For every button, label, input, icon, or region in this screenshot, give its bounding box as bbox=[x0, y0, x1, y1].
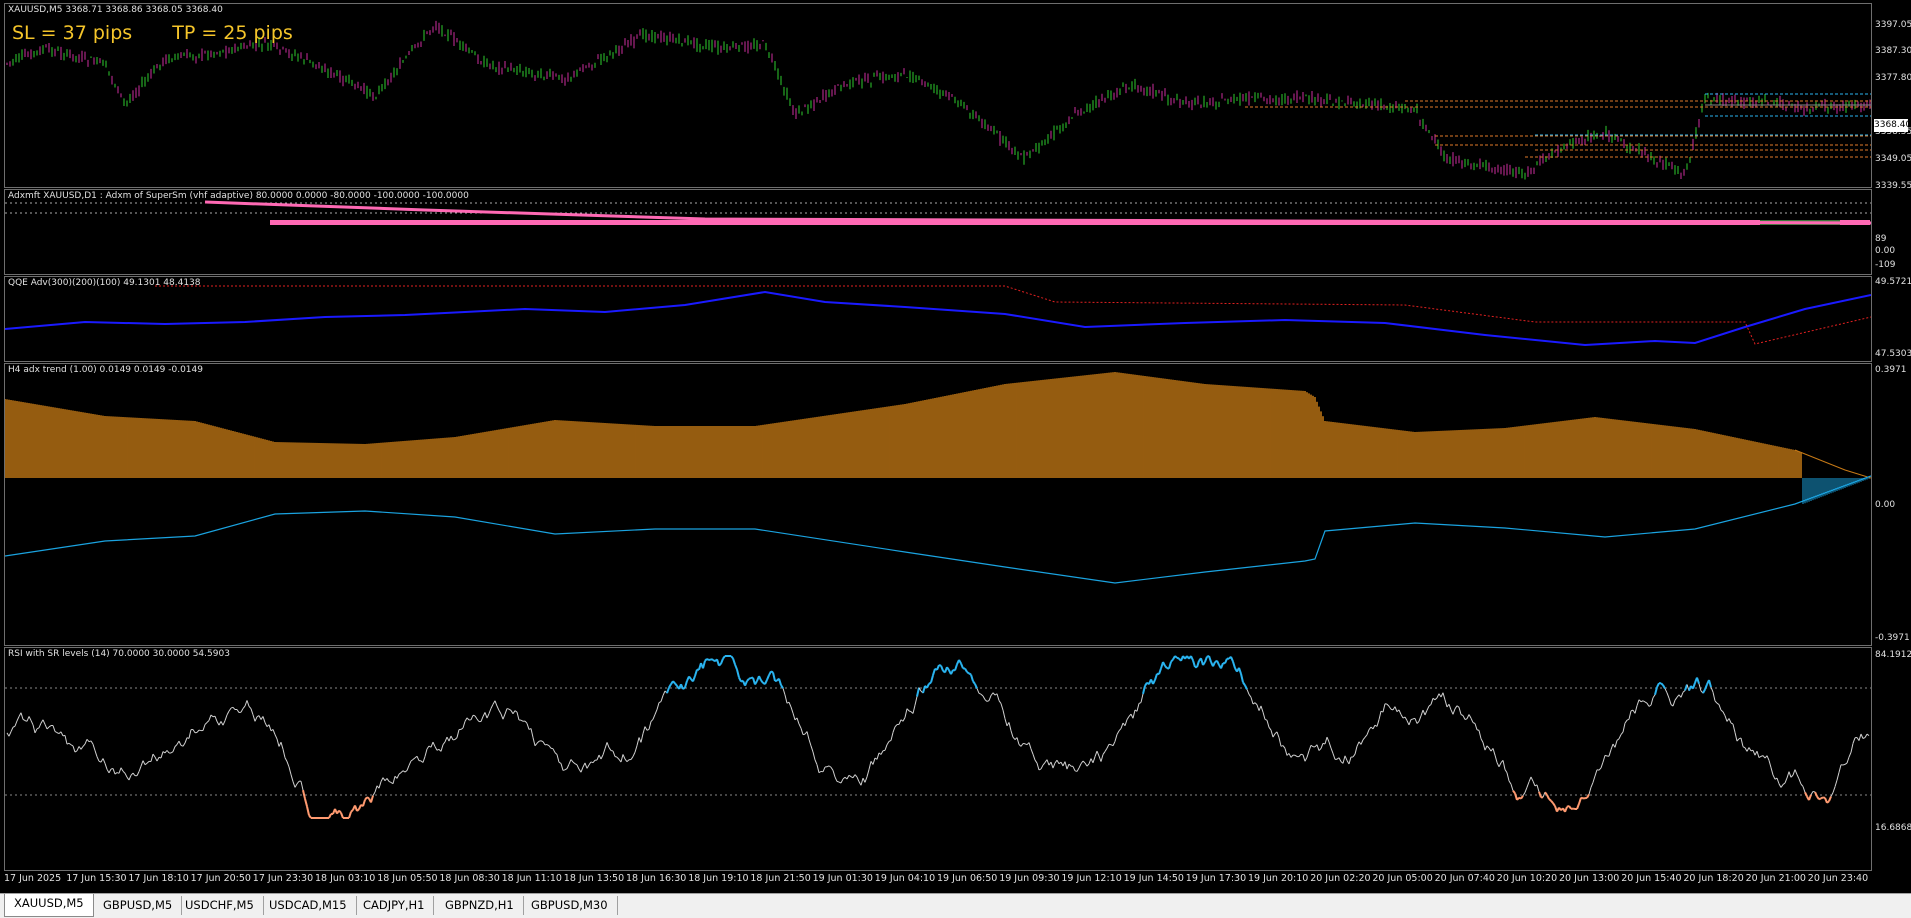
h4-adx-plot bbox=[5, 364, 1872, 646]
qqe-title: QQE Adv(300)(200)(100) 49.1301 48.4138 bbox=[8, 278, 201, 288]
time-tick: 19 Jun 17:30 bbox=[1186, 873, 1246, 884]
rsi-title: RSI with SR levels (14) 70.0000 30.0000 … bbox=[8, 649, 230, 659]
sl-label: SL = 37 pips bbox=[12, 22, 132, 44]
chart-tab[interactable]: GBPUSD,M5 bbox=[94, 896, 182, 915]
h4-level: -0.3971 bbox=[1875, 633, 1910, 643]
price-tick: 3377.80 bbox=[1875, 73, 1911, 83]
current-price-badge: 3368.40 bbox=[1874, 119, 1908, 132]
chart-tab[interactable]: GBPNZD,H1 bbox=[436, 896, 524, 915]
adx-mirror-line bbox=[5, 476, 1871, 583]
chart-tab[interactable]: USDCHF,M5 bbox=[176, 896, 264, 915]
time-tick: 18 Jun 11:10 bbox=[502, 873, 562, 884]
sl-tp-label: SL = 37 pips TP = 25 pips bbox=[12, 22, 327, 44]
adxm-pane[interactable]: Adxmft XAUUSD,D1 : Adxm of SuperSm (vhf … bbox=[4, 189, 1872, 275]
adxm-level: -109 bbox=[1875, 260, 1895, 270]
qqe-level: 47.5303 bbox=[1875, 349, 1911, 359]
time-tick: 17 Jun 20:50 bbox=[191, 873, 251, 884]
h4-level: 0.3971 bbox=[1875, 365, 1907, 375]
price-tick: 3349.05 bbox=[1875, 154, 1911, 164]
h4-axis: 0.3971 0.00 -0.3971 bbox=[1873, 363, 1911, 646]
time-tick: 18 Jun 13:50 bbox=[564, 873, 624, 884]
price-axis[interactable]: 3397.05 3387.30 3377.80 3358.55 3349.05 … bbox=[1873, 3, 1911, 188]
time-tick: 17 Jun 23:30 bbox=[253, 873, 313, 884]
adxm-level: 89 bbox=[1875, 234, 1886, 244]
time-tick: 19 Jun 06:50 bbox=[937, 873, 997, 884]
time-tick: 17 Jun 15:30 bbox=[66, 873, 126, 884]
symbol-info: XAUUSD,M5 3368.71 3368.86 3368.05 3368.4… bbox=[8, 5, 223, 15]
time-tick: 19 Jun 09:30 bbox=[999, 873, 1059, 884]
chart-tab[interactable]: GBPUSD,M30 bbox=[522, 896, 618, 915]
chart-tab[interactable]: CADJPY,H1 bbox=[354, 896, 434, 915]
adxm-plot bbox=[5, 190, 1872, 275]
time-tick: 20 Jun 10:20 bbox=[1497, 873, 1557, 884]
rsi-axis: 84.1912 16.6868 bbox=[1873, 647, 1911, 871]
adx-negative-histogram bbox=[1803, 478, 1869, 504]
rsi-level: 16.6868 bbox=[1875, 823, 1911, 833]
tp-label: TP = 25 pips bbox=[172, 22, 293, 44]
rsi-pane[interactable]: RSI with SR levels (14) 70.0000 30.0000 … bbox=[4, 647, 1872, 871]
time-tick: 18 Jun 08:30 bbox=[439, 873, 499, 884]
rsi-plot bbox=[5, 648, 1872, 871]
chart-tab[interactable]: XAUUSD,M5 bbox=[4, 894, 94, 917]
time-tick: 20 Jun 02:20 bbox=[1310, 873, 1370, 884]
time-tick: 18 Jun 03:10 bbox=[315, 873, 375, 884]
adx-histogram bbox=[5, 372, 1801, 478]
time-tick: 20 Jun 18:20 bbox=[1683, 873, 1743, 884]
qqe-axis: 49.5721 47.5303 bbox=[1873, 276, 1911, 362]
adxm-title: Adxmft XAUUSD,D1 : Adxm of SuperSm (vhf … bbox=[8, 191, 469, 201]
price-tick: 3397.05 bbox=[1875, 20, 1911, 30]
time-tick: 19 Jun 20:10 bbox=[1248, 873, 1308, 884]
qqe-pane[interactable]: QQE Adv(300)(200)(100) 49.1301 48.4138 bbox=[4, 276, 1872, 362]
qqe-level: 49.5721 bbox=[1875, 277, 1911, 287]
time-tick: 17 Jun 2025 bbox=[4, 873, 61, 884]
chart-tab[interactable]: USDCAD,M15 bbox=[260, 896, 357, 915]
time-tick: 17 Jun 18:10 bbox=[128, 873, 188, 884]
time-tick: 18 Jun 21:50 bbox=[750, 873, 810, 884]
time-tick: 20 Jun 15:40 bbox=[1621, 873, 1681, 884]
qqe-plot bbox=[5, 277, 1872, 362]
h4-adx-pane[interactable]: H4 adx trend (1.00) 0.0149 0.0149 -0.014… bbox=[4, 363, 1872, 646]
h4-level: 0.00 bbox=[1875, 500, 1895, 510]
time-tick: 20 Jun 21:00 bbox=[1746, 873, 1806, 884]
time-tick: 20 Jun 13:00 bbox=[1559, 873, 1619, 884]
time-tick: 19 Jun 12:10 bbox=[1061, 873, 1121, 884]
time-tick: 18 Jun 19:10 bbox=[688, 873, 748, 884]
time-tick: 19 Jun 14:50 bbox=[1124, 873, 1184, 884]
adxm-axis: 89 0.00 -109 bbox=[1873, 189, 1911, 275]
time-tick: 19 Jun 01:30 bbox=[813, 873, 873, 884]
h4-adx-title: H4 adx trend (1.00) 0.0149 0.0149 -0.014… bbox=[8, 365, 203, 375]
time-tick: 20 Jun 05:00 bbox=[1372, 873, 1432, 884]
rsi-level: 84.1912 bbox=[1875, 650, 1911, 660]
adxm-level: 0.00 bbox=[1875, 246, 1895, 256]
time-tick: 20 Jun 07:40 bbox=[1435, 873, 1495, 884]
time-tick: 19 Jun 04:10 bbox=[875, 873, 935, 884]
time-tick: 18 Jun 16:30 bbox=[626, 873, 686, 884]
qqe-line bbox=[5, 292, 1871, 345]
adx-line bbox=[1795, 450, 1871, 478]
time-tick: 20 Jun 23:40 bbox=[1808, 873, 1868, 884]
time-tick: 18 Jun 05:50 bbox=[377, 873, 437, 884]
rsi-line bbox=[7, 656, 1869, 818]
price-tick: 3387.30 bbox=[1875, 46, 1911, 56]
